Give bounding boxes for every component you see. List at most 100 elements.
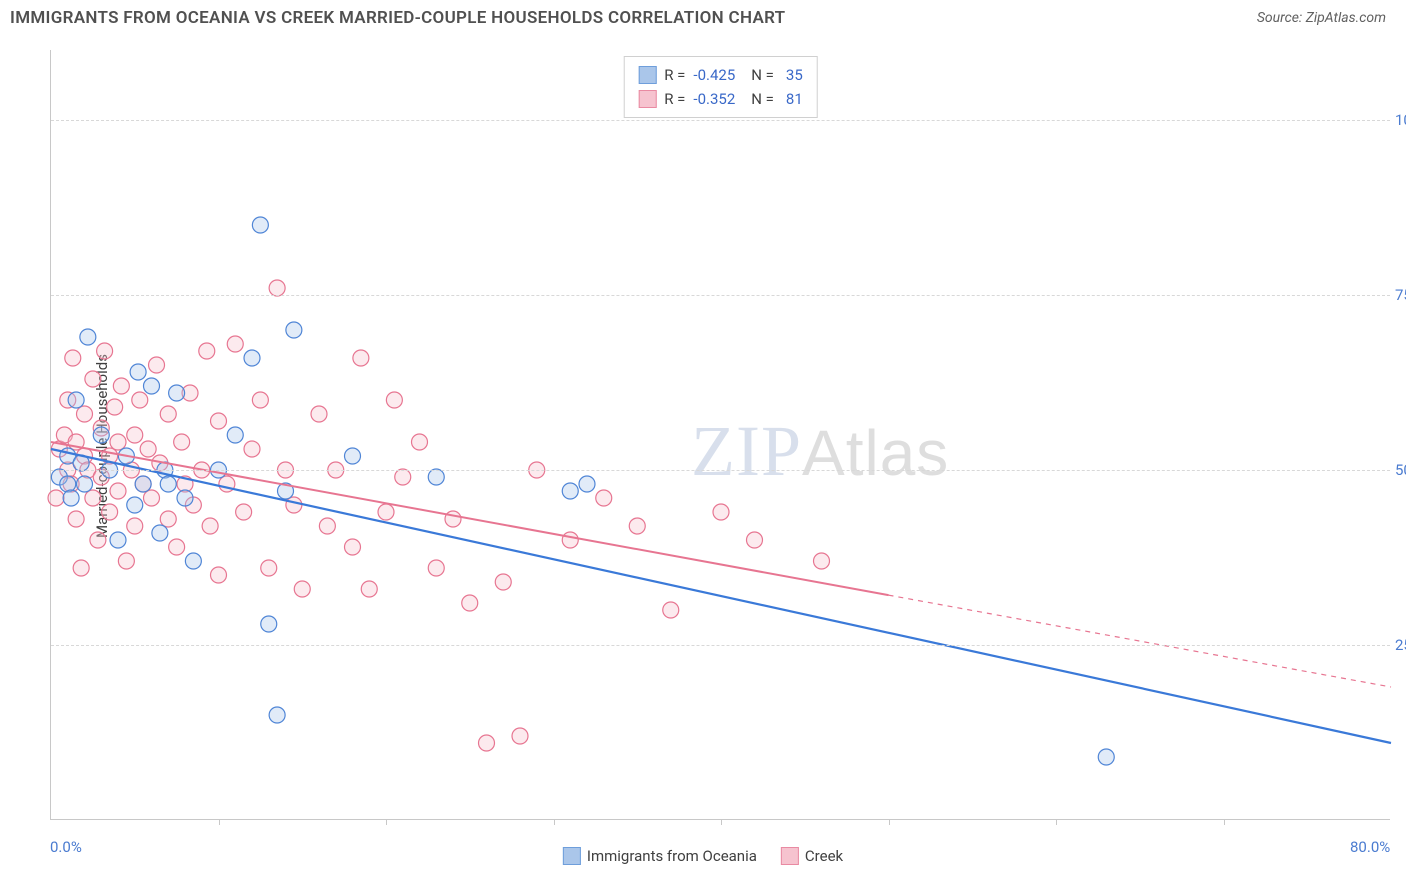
- legend-swatch: [638, 66, 656, 84]
- legend-n-label: N =: [751, 63, 774, 87]
- y-tick-label: 50.0%: [1395, 461, 1406, 479]
- data-point: [140, 441, 156, 457]
- chart-plot-area: ZIPAtlas R =-0.425N =35R =-0.352N =81 25…: [50, 50, 1390, 820]
- data-point: [110, 532, 126, 548]
- grid-line: [51, 645, 1390, 646]
- data-point: [211, 567, 227, 583]
- legend-swatch: [563, 847, 581, 865]
- data-point: [319, 518, 335, 534]
- data-point: [227, 336, 243, 352]
- data-point: [169, 385, 185, 401]
- data-point: [127, 518, 143, 534]
- chart-title: IMMIGRANTS FROM OCEANIA VS CREEK MARRIED…: [10, 8, 785, 28]
- trend-line-extrapolated: [889, 595, 1392, 687]
- data-point: [361, 581, 377, 597]
- scatter-svg: [51, 50, 1390, 819]
- data-point: [311, 406, 327, 422]
- data-point: [144, 378, 160, 394]
- legend-swatch: [781, 847, 799, 865]
- data-point: [77, 406, 93, 422]
- data-point: [495, 574, 511, 590]
- data-point: [85, 371, 101, 387]
- data-point: [395, 469, 411, 485]
- data-point: [227, 427, 243, 443]
- data-point: [73, 560, 89, 576]
- data-point: [68, 392, 84, 408]
- legend-series-label: Creek: [805, 847, 843, 865]
- data-point: [596, 490, 612, 506]
- data-point: [412, 434, 428, 450]
- data-point: [160, 476, 176, 492]
- data-point: [428, 469, 444, 485]
- data-point: [80, 329, 96, 345]
- data-point: [378, 504, 394, 520]
- data-point: [144, 490, 160, 506]
- data-point: [269, 280, 285, 296]
- data-point: [130, 364, 146, 380]
- legend-series-label: Immigrants from Oceania: [587, 847, 757, 865]
- data-point: [118, 553, 134, 569]
- data-point: [462, 595, 478, 611]
- legend-series: Immigrants from Oceania Creek: [563, 834, 843, 878]
- data-point: [814, 553, 830, 569]
- data-point: [127, 497, 143, 513]
- data-point: [127, 427, 143, 443]
- legend-n-value: 35: [786, 63, 803, 87]
- data-point: [345, 448, 361, 464]
- legend-correlation-row: R =-0.352N =81: [638, 87, 803, 111]
- x-tick: [889, 819, 890, 825]
- legend-series-item: Immigrants from Oceania: [563, 847, 757, 865]
- legend-correlation-row: R = -0.425 N = 35: [638, 63, 803, 87]
- data-point: [68, 511, 84, 527]
- data-point: [132, 392, 148, 408]
- data-point: [102, 504, 118, 520]
- grid-line: [51, 295, 1390, 296]
- x-tick: [554, 819, 555, 825]
- data-point: [77, 476, 93, 492]
- legend-n-label: N =: [751, 87, 774, 111]
- data-point: [261, 560, 277, 576]
- data-point: [713, 504, 729, 520]
- data-point: [244, 350, 260, 366]
- data-point: [48, 490, 64, 506]
- data-point: [160, 511, 176, 527]
- y-tick-label: 100.0%: [1395, 111, 1406, 129]
- data-point: [211, 413, 227, 429]
- data-point: [261, 616, 277, 632]
- x-tick: [1224, 819, 1225, 825]
- data-point: [65, 350, 81, 366]
- data-point: [345, 539, 361, 555]
- data-point: [629, 518, 645, 534]
- data-point: [97, 343, 113, 359]
- data-point: [512, 728, 528, 744]
- grid-line: [51, 470, 1390, 471]
- x-tick: [721, 819, 722, 825]
- grid-line: [51, 120, 1390, 121]
- data-point: [386, 392, 402, 408]
- legend-r-value: -0.425: [693, 63, 735, 87]
- data-point: [85, 490, 101, 506]
- legend-swatch: [638, 90, 656, 108]
- data-point: [663, 602, 679, 618]
- data-point: [479, 735, 495, 751]
- legend-correlation-box: R = -0.425 N = 35R =-0.352N =81: [623, 56, 818, 118]
- data-point: [63, 490, 79, 506]
- data-point: [113, 378, 129, 394]
- x-axis-max-label: 80.0%: [1350, 838, 1390, 856]
- data-point: [562, 532, 578, 548]
- data-point: [174, 434, 190, 450]
- data-point: [177, 490, 193, 506]
- data-point: [428, 560, 444, 576]
- data-point: [353, 350, 369, 366]
- legend-r-label: R =: [664, 63, 685, 87]
- x-tick: [219, 819, 220, 825]
- data-point: [135, 476, 151, 492]
- data-point: [579, 476, 595, 492]
- data-point: [90, 532, 106, 548]
- legend-r-label: R =: [664, 87, 685, 111]
- data-point: [252, 217, 268, 233]
- data-point: [202, 518, 218, 534]
- data-point: [269, 707, 285, 723]
- data-point: [60, 476, 76, 492]
- data-point: [107, 399, 123, 415]
